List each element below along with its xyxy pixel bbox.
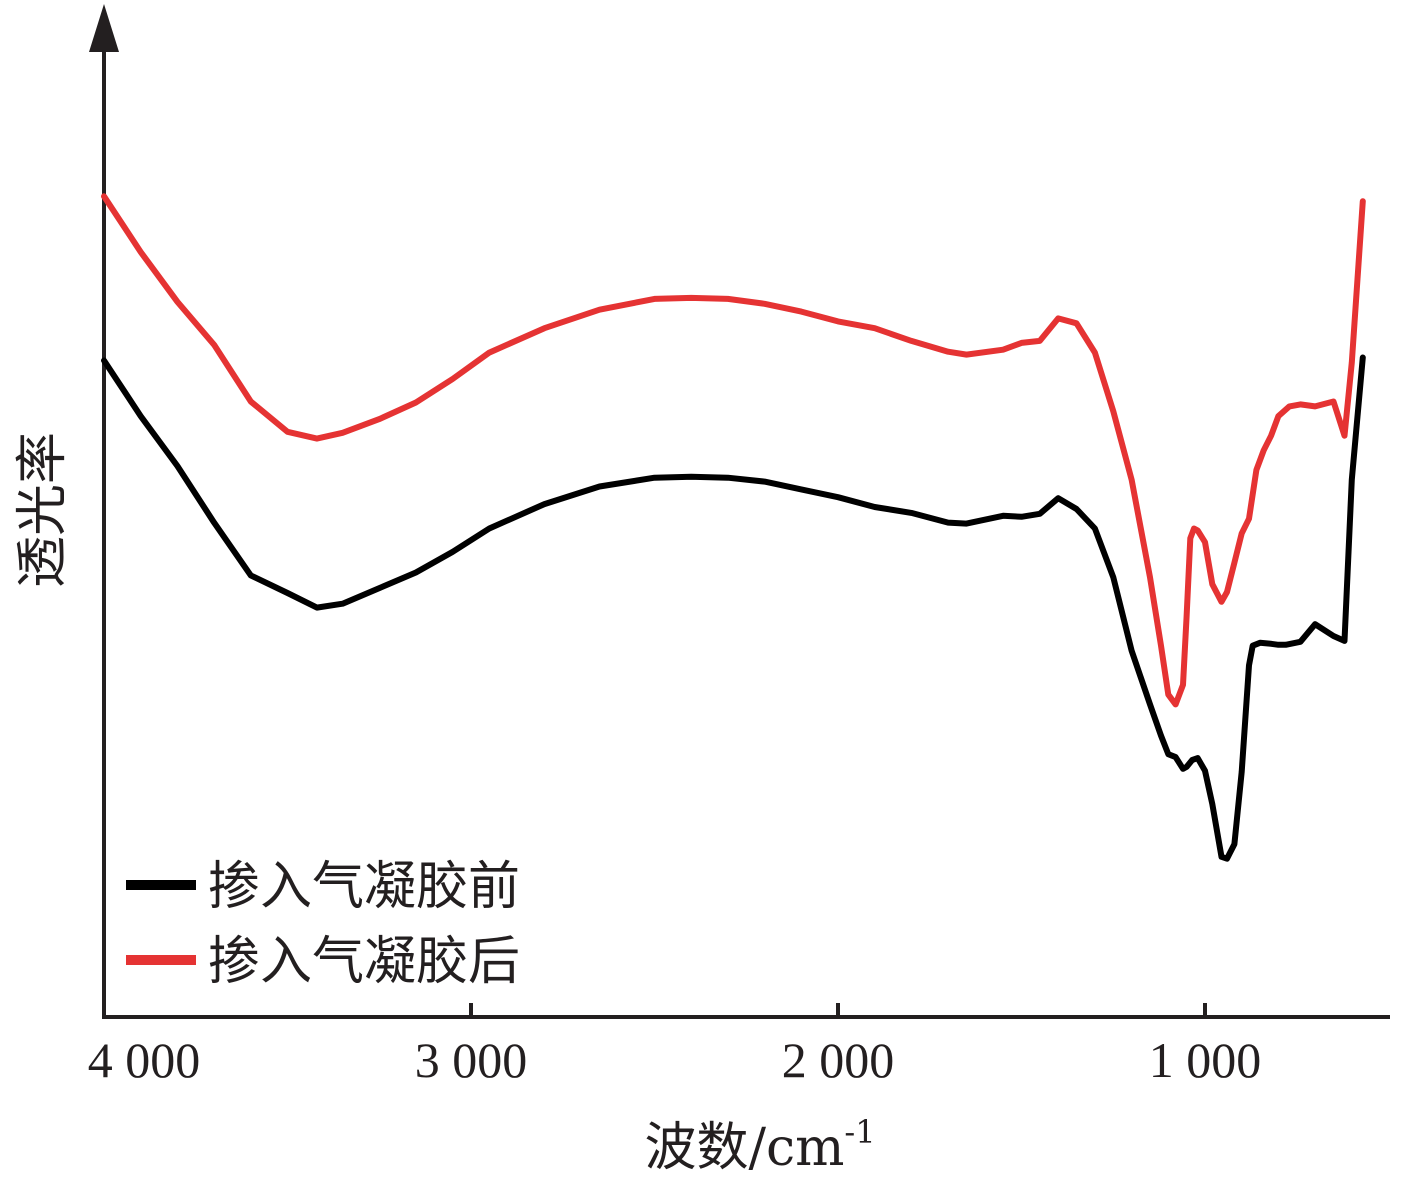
series-line-after — [101, 193, 1366, 708]
x-tick-label: 2 000 — [782, 1032, 895, 1088]
x-axis-title-main: 波数/cm — [644, 1118, 844, 1178]
series-layer — [101, 193, 1366, 862]
x-axis-title: 波数/cm-1 — [644, 1113, 875, 1178]
y-axis-title: 透光率 — [13, 432, 73, 588]
legend: 掺入气凝胶前 掺入气凝胶后 — [126, 857, 520, 992]
legend-label-after: 掺入气凝胶后 — [208, 932, 520, 992]
x-tick-label: 4 000 — [88, 1032, 201, 1088]
legend-label-before: 掺入气凝胶前 — [208, 857, 520, 917]
y-axis-arrow — [89, 4, 119, 52]
x-tick-label: 1 000 — [1149, 1032, 1262, 1088]
x-tick-label: 3 000 — [415, 1032, 528, 1088]
series-line-before — [101, 354, 1366, 862]
axes — [89, 4, 1390, 1019]
x-ticks: 4 000 3 000 2 000 1 000 — [88, 1003, 1262, 1088]
x-axis-title-superscript: -1 — [844, 1113, 875, 1151]
